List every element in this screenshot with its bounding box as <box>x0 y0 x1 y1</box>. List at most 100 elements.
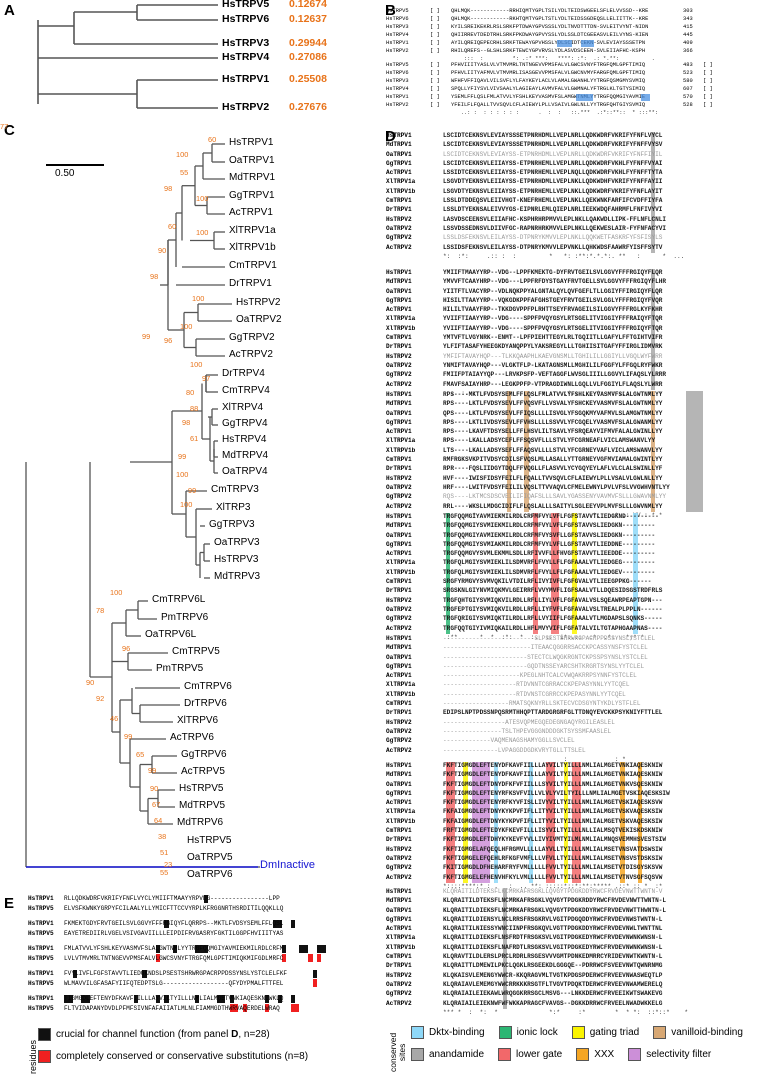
conserved-site-column <box>446 762 455 883</box>
sequence-residues: TRGFQQMGVYSVMLEKMMLSDLLRFIVVFLLFHVGFSTAV… <box>443 550 656 558</box>
tree-taxon-label: CmTRPV6L <box>152 594 206 605</box>
sequence-residues: LSGVDTYEKNSVLEIIAYSS-ETPNRHDMLLVEPLNKLLQ… <box>443 178 663 186</box>
highlighted-residue <box>155 954 160 963</box>
alignment-row: HsTRPV2 -----------------ATESVQPMEGQEDEGN… <box>383 719 767 728</box>
alignment-row: HsTRPV2 LASVDSCEENSVLEIIAFHC-KSPHRHRPMVVL… <box>383 216 767 225</box>
alignment-row: GgTRPV1 FKFTIGMGDLEFTENYRFKSVFVILLVLVLYVI… <box>383 790 767 799</box>
conserved-site-column <box>524 391 529 512</box>
bootstrap-value: 100 <box>176 470 189 479</box>
alignment-row: GgTRPV2 TRGFQRIGIYSVMIQKTILRDLLRFLLVYIIFL… <box>383 615 767 624</box>
alignment-row: AcTRPV1 KLQRAITILNIESSYWNCIINPFRSGKQVLVGT… <box>383 925 767 934</box>
panel-a-distance: 0.12674 <box>289 0 327 10</box>
alignment-row: CmTRPV1 LSSLDTDDEQSVLEIIVHGT-KNEFRHEMLLVE… <box>383 197 767 206</box>
sequence-residues: LSSIDSFEKNSVLEILAYSS-DTPNRYKMVVLEPVNKLLQ… <box>443 243 663 251</box>
sequence-residues: LSCIDTCEKNSVLEVIAYSSSETPNRHDMLLVEPLNRLLQ… <box>443 141 663 149</box>
bootstrap-value: 100 <box>192 294 205 303</box>
conserved-site-column <box>685 391 704 512</box>
alignment-row: AcTRPV2 KLQRAIAILEIEKNWFWFWKKAPRAGCFVAVGS… <box>383 1000 767 1009</box>
sequence-residues: AYILQREIQEPECRHLSRKFTEWAYGPVHSSLYDLSCIDT… <box>451 39 646 46</box>
panel-a-distance: 0.12637 <box>289 13 327 25</box>
highlighted-residue <box>277 994 282 1003</box>
tree-taxon-label: HsTRPV4 <box>222 434 267 445</box>
alignment-block: HsTRPV1 TRGFQQMGIYAVMIEKMILRDLCRFMFVYLVFL… <box>383 513 767 643</box>
sequence-name: DrTRPV1 <box>386 836 412 844</box>
tree-taxon-label: CmTRPV5 <box>172 646 220 657</box>
tree-taxon-label: GgTRPV1 <box>229 190 275 201</box>
legend-e-axis-label: residues <box>28 1039 38 1074</box>
sequence-residues: YFEILFLFQALLTVVSQVLCFLAIEWYLPLLVSAIVLGWL… <box>451 101 646 108</box>
sequence-end-position: 415 <box>683 23 693 30</box>
alignment-row: CmTRPV1 RMFRGKSVKPITVDSYCDILSFVQSLMLLASAL… <box>383 456 767 465</box>
sequence-name: CmTRPV1 <box>386 700 412 708</box>
consensus-row: : : * <box>383 756 767 765</box>
alignment-row: HsTRPV1 TRGFQQMGIYAVMIEKMILRDLCRFMFVYLVFL… <box>383 513 767 522</box>
conserved-site-column <box>563 762 569 883</box>
sequence-residues: RPS----LKALLADSYCEFLFFSQSVFLLLSTVLYFCGRN… <box>443 437 656 445</box>
bootstrap-value: 97 <box>202 374 211 383</box>
bootstrap-value: 96 <box>164 336 173 345</box>
highlighted-residue <box>290 1004 300 1013</box>
sequence-name: DrTRPV1 <box>386 587 412 595</box>
sequence-name: HsTRPV3 <box>386 23 409 30</box>
legend-e-item: completely conserved or conservative sub… <box>38 1050 308 1063</box>
consensus-row: *** * : *: * *:* :* * * *: ::*::* * <box>383 1009 767 1018</box>
sequence-residues: FKFTIGMGDLEFTENYRFKSVFVILLVLVLYVILTYILLL… <box>443 789 670 797</box>
sequence-bracket: [ ] <box>430 47 440 54</box>
sequence-residues: HILILTVAAYFRP--TKKDGVPPFPLRHTTSEYFRVAGEI… <box>443 306 663 314</box>
sequence-name: OaTRPV2 <box>386 224 412 232</box>
sequence-name: HsTRPV1 <box>386 93 409 100</box>
sequence-residues: KYILSREIKEKRLRSLSRKFPTDWAYGPVSSSLYDLTNVD… <box>451 23 649 30</box>
panel-a-taxon: HsTRPV5 <box>222 0 270 10</box>
sequence-bracket: [ ] <box>703 85 713 92</box>
highlighted-residue <box>299 944 309 953</box>
tree-taxon-label: HsTRPV5 <box>179 783 224 794</box>
conserved-site-column <box>493 762 499 883</box>
sequence-residues: YLFIFTASAFYHEEGKDYANQPPYLYAKSREGYLLLTGHI… <box>443 343 663 351</box>
tree-taxon-label: GgTRPV2 <box>229 332 275 343</box>
alignment-row: AcTRPV2 FMAVFSAIAYHRP---LEGKPPFP-VTPRAGDI… <box>383 381 767 390</box>
color-swatch-icon <box>653 1026 667 1039</box>
legend-d-item-label: lower gate <box>516 1049 563 1060</box>
alignment-row: DrTRPV1 YLFIFTASAFYHEEGKDYANQPPYLYAKSREGY… <box>383 343 767 352</box>
tree-taxon-label: GgTRPV3 <box>209 519 255 530</box>
bootstrap-value: 55 <box>160 868 169 877</box>
alignment-row: OaTRPV1 -----------------------STECTCLWQG… <box>383 654 767 663</box>
sequence-residues: FKFTIGMGDLEFTENYDFKAVFIILLLAYVILTYILLLNM… <box>443 771 663 779</box>
sequence-residues: YMTVFTLVGYNRK--ENMT--LPFPIEHTTEGYLRLTGQI… <box>443 334 663 342</box>
sequence-name: XlTRPV1a <box>386 808 416 816</box>
panel-a-distance: 0.27676 <box>289 101 327 113</box>
sequence-name: HsTRPV5 <box>28 979 54 987</box>
tree-taxon-label: DrTRPV4 <box>222 368 265 379</box>
sequence-residues: FMLATVVLYFSHLKEYVASMVFSLALGWTNMLYYTRGFQQ… <box>64 945 284 952</box>
alignment-row: AcTRPV2 RRL----WKSLLMDGCIDIFLFLQSLALLLSAI… <box>383 503 767 512</box>
sequence-residues: YMIIFTMAAYYRP--VDG--LPPFKMEKTG-DYFRVTGEI… <box>443 269 663 276</box>
panel-a-tree <box>37 4 218 109</box>
tree-taxon-label: OaTRPV5 <box>187 852 233 863</box>
sequence-name: AcTRPV2 <box>386 380 412 388</box>
legend-d-item: Dktx-binding <box>411 1026 485 1039</box>
bootstrap-value: 51 <box>160 848 169 857</box>
alignment-row: DrTRPV1 KLQRAITTLDMEWILPKCLQGKLRSGEEKDLGG… <box>383 962 767 971</box>
sequence-bracket: [ ] <box>703 77 713 84</box>
sequence-residues: RPS----MKTLFVDSYSEMLFFLQSLFMLATVVLYFSHLK… <box>443 391 663 398</box>
bootstrap-value: 100 <box>196 194 209 203</box>
sequence-name: GgTRPV1 <box>386 418 412 426</box>
sequence-residues: FKFTIGMGDLEFTDHYKYKEVFYVLLIVYIVMTYILMLNM… <box>443 836 667 844</box>
sequence-residues: QHLMQK------------RRHIQMTYGPLTSILYDLTEID… <box>451 8 649 14</box>
alignment-row: XlTRPV1a --------------------RTDVNNTCGRRA… <box>383 681 767 690</box>
sequence-bracket: [ ] <box>430 39 440 46</box>
sequence-residues: LSCIDTCEKNSVLEIIAYSS-ETPNRHEMLLVEPLNRLLQ… <box>443 159 663 167</box>
consensus-line: *** * : *: * *:* :* * * *: ::*::* * <box>443 1008 689 1016</box>
sequence-name: HsTRPV1 <box>386 132 412 139</box>
legend-d-item-label: ionic lock <box>516 1027 558 1038</box>
sequence-residues: TRGFQQMGIYSVMIEKMILRDLCRFMFVYLVFLFGFSTAV… <box>443 522 656 530</box>
panel-c-letter: C <box>4 122 15 139</box>
alignment-row: GgTRPV1 RPS----LKTLIVDSYSEVLFFVHSLLLLSSVV… <box>383 419 767 428</box>
highlighted-residue <box>164 919 169 928</box>
alignment-row: AcTRPV2 ---------------LVPAGGDDGDKVRYTGLL… <box>383 747 767 756</box>
sequence-name: HsTRPV2 <box>386 215 412 223</box>
sequence-name: GgTRPV1 <box>386 915 412 923</box>
sequence-name: XlTRPV1b <box>386 817 416 825</box>
sequence-name: GgTRPV2 <box>386 737 412 745</box>
sequence-residues: TRGFQQTGIYIVMIQKAILRDLLHFLMVYVIFLFGFATAL… <box>443 624 663 632</box>
